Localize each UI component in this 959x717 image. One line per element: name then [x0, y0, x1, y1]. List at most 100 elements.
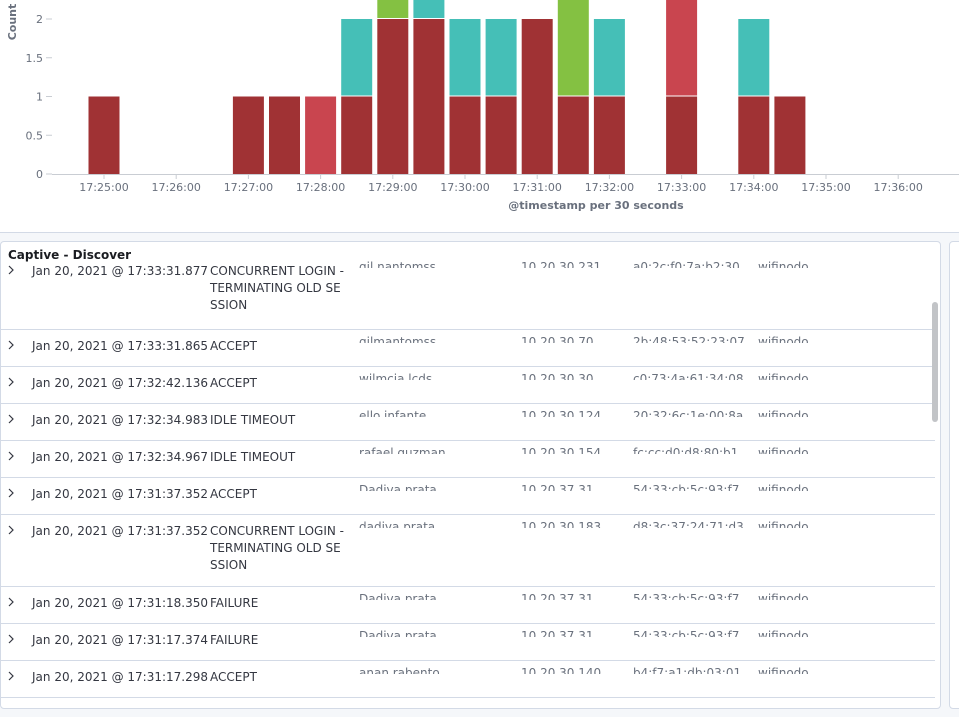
event-cell: ACCEPT	[210, 339, 257, 353]
user-cell: Dadiva.prata	[359, 592, 437, 600]
x-tick-label: 17:30:00	[440, 181, 489, 194]
scrollbar-thumb[interactable]	[932, 302, 938, 422]
mac-cell: 54:33:cb:5c:93:f7	[633, 592, 740, 600]
histogram-chart: 0 0.5 1 1.5 2 Count 17:25:00 17:26:00 17:27:00 17…	[6, 0, 959, 212]
table-row[interactable]: Jan 20, 2021 @ 17:32:34.983 IDLE TIMEOUT e…	[1, 404, 935, 441]
histogram-bar	[485, 19, 517, 96]
node-cell: wifinodo	[758, 520, 809, 528]
node-cell: wifinodo	[758, 409, 809, 417]
user-cell: anan.rabento	[359, 666, 440, 674]
expand-row-icon[interactable]	[7, 487, 17, 501]
timestamp-cell: Jan 20, 2021 @ 17:33:31.877	[32, 264, 208, 278]
expand-row-icon[interactable]	[7, 413, 17, 427]
node-cell: wifinodo	[758, 629, 809, 637]
histogram-bar	[269, 96, 300, 174]
ip-cell: 10.20.37.31	[521, 629, 594, 637]
panel-title: Captive - Discover	[8, 248, 132, 262]
timestamp-cell: Jan 20, 2021 @ 17:31:18.350	[32, 596, 208, 610]
ip-cell: 10.20.37.31	[521, 592, 594, 600]
event-cell: FAILURE	[210, 633, 259, 647]
histogram-bar	[449, 19, 481, 96]
table-row[interactable]: Jan 20, 2021 @ 17:32:42.136 ACCEPT wilmcia…	[1, 367, 935, 404]
expand-row-icon[interactable]	[7, 264, 17, 278]
mac-cell: c0:73:4a:61:34:08	[633, 372, 744, 380]
mac-cell: fc:cc:d0:d8:80:b1	[633, 446, 739, 454]
x-tick-label: 17:29:00	[368, 181, 417, 194]
event-cell: IDLE TIMEOUT	[210, 413, 296, 427]
ip-cell: 10.20.30.183	[521, 520, 602, 528]
x-tick-label: 17:32:00	[585, 181, 634, 194]
x-tick-label: 17:28:00	[296, 181, 345, 194]
expand-row-icon[interactable]	[7, 376, 17, 390]
x-tick-label: 17:33:00	[657, 181, 706, 194]
node-cell: wifinodo	[758, 446, 809, 454]
histogram-bar	[232, 96, 264, 174]
expand-row-icon[interactable]	[7, 450, 17, 464]
node-cell: wifinodo	[758, 666, 809, 674]
user-cell: gilmantomss	[359, 335, 437, 343]
y-tick-label: 2	[36, 13, 43, 26]
table-row[interactable]: Jan 20, 2021 @ 17:31:37.352 ACCEPT Dadiva.…	[1, 478, 935, 515]
histogram-bar	[666, 96, 698, 174]
table-row[interactable]: Jan 20, 2021 @ 17:33:31.865 ACCEPT gilmant…	[1, 330, 935, 367]
event-cell: CONCURRENT LOGIN - TERMINATING OLD SE SS…	[210, 264, 345, 312]
table-row[interactable]: Jan 20, 2021 @ 17:31:17.374 FAILURE Dadiva…	[1, 624, 935, 661]
table-row[interactable]: Jan 20, 2021 @ 17:33:31.877 CONCURRENT LO…	[1, 260, 935, 330]
expand-row-icon[interactable]	[7, 596, 17, 610]
table-row[interactable]: Jan 20, 2021 @ 17:32:34.967 IDLE TIMEOUT r…	[1, 441, 935, 478]
histogram-bar	[593, 96, 625, 174]
x-tick-label: 17:35:00	[801, 181, 850, 194]
histogram-bar	[738, 96, 770, 174]
mac-cell: 54:33:cb:5c:93:f7	[633, 483, 740, 491]
user-cell: dadiva.prata	[359, 520, 436, 528]
y-tick-label: 0.5	[26, 129, 44, 142]
node-cell: wifinodo	[758, 483, 809, 491]
timestamp-cell: Jan 20, 2021 @ 17:31:17.374	[32, 633, 208, 647]
table-row[interactable]: Jan 20, 2021 @ 17:31:37.352 CONCURRENT LO…	[1, 515, 935, 587]
expand-row-icon[interactable]	[7, 339, 17, 353]
histogram-bar	[666, 0, 698, 96]
x-tick-label: 17:36:00	[873, 181, 922, 194]
mac-cell: a0:2c:f0:7a:b2:30	[633, 260, 740, 268]
timestamp-cell: Jan 20, 2021 @ 17:31:17.298	[32, 670, 208, 684]
ip-cell: 10.20.30.154	[521, 446, 602, 454]
histogram-bar	[557, 96, 589, 174]
histogram-bar	[593, 19, 625, 96]
table-row[interactable]: Jan 20, 2021 @ 17:31:18.350 FAILURE Dadiva…	[1, 587, 935, 624]
user-cell: Dadiva.prata	[359, 483, 437, 491]
ip-cell: 10.20.30.124	[521, 409, 602, 417]
histogram-bar	[377, 0, 409, 18]
table-row[interactable]: Jan 20, 2021 @ 17:31:17.298 ACCEPT anan.ra…	[1, 661, 935, 698]
event-cell: ACCEPT	[210, 376, 257, 390]
user-cell: Dadiva.prata	[359, 629, 437, 637]
event-cell: FAILURE	[210, 596, 259, 610]
document-table: Jan 20, 2021 @ 17:33:31.877 CONCURRENT LO…	[1, 260, 935, 698]
x-tick-label: 17:26:00	[151, 181, 200, 194]
ip-cell: 10.20.37.31	[521, 483, 594, 491]
timestamp-cell: Jan 20, 2021 @ 17:32:42.136	[32, 376, 208, 390]
histogram-bar	[521, 19, 553, 174]
timestamp-cell: Jan 20, 2021 @ 17:31:37.352	[32, 524, 208, 538]
y-tick-label: 1	[36, 91, 43, 104]
histogram-bar	[738, 19, 770, 96]
histogram-bar	[305, 96, 337, 174]
node-cell: wifinodo	[758, 260, 809, 268]
resize-handle-icon[interactable]: ⋮	[956, 690, 959, 701]
ip-cell: 10.20.30.70	[521, 335, 594, 343]
histogram-panel: 0 0.5 1 1.5 2 Count 17:25:00 17:26:00 17:27:00 17…	[0, 0, 959, 233]
node-cell: wifinodo	[758, 592, 809, 600]
histogram-bar	[377, 19, 409, 174]
user-cell: gil.nantomss	[359, 260, 436, 268]
timestamp-cell: Jan 20, 2021 @ 17:33:31.865	[32, 339, 208, 353]
expand-row-icon[interactable]	[7, 633, 17, 647]
x-tick-label: 17:31:00	[512, 181, 561, 194]
ip-cell: 10.20.30.30	[521, 372, 594, 380]
scrollbar[interactable]	[931, 302, 939, 702]
histogram-bar	[485, 96, 517, 174]
discover-panel: Captive - Discover Jan 20, 2021 @ 17:33:…	[0, 241, 941, 709]
event-cell: ACCEPT	[210, 670, 257, 684]
expand-row-icon[interactable]	[7, 670, 17, 684]
side-panel: ⋮	[949, 241, 959, 709]
expand-row-icon[interactable]	[7, 524, 17, 538]
histogram-bar	[413, 19, 445, 174]
